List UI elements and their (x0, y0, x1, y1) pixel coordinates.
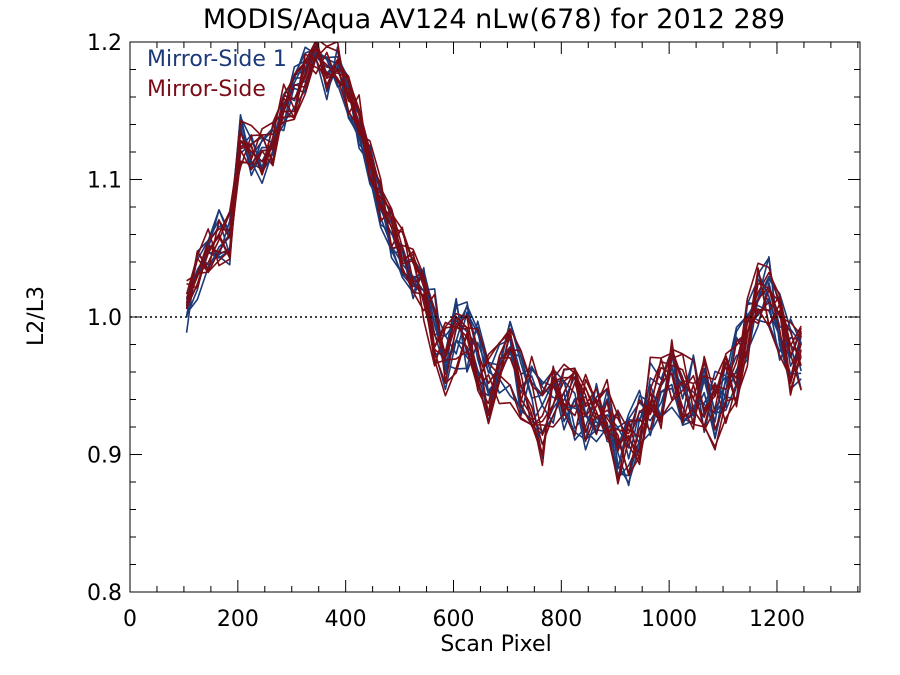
x-tick-label: 200 (217, 607, 259, 632)
series-line-2-6 (185, 53, 802, 474)
x-tick-label: 400 (325, 607, 367, 632)
y-tick-label: 1.1 (87, 169, 122, 194)
legend-entry-2: Mirror-Side (147, 77, 266, 102)
legend: Mirror-Side 1 Mirror-Side (147, 47, 287, 102)
y-tick-label: 1.0 (87, 306, 122, 331)
y-axis-label: L2/L3 (24, 286, 49, 346)
series-line-2-10 (185, 61, 802, 485)
series-line-1-5 (185, 46, 802, 484)
x-tick-label: 600 (432, 607, 474, 632)
y-tick-label: 0.9 (87, 444, 122, 469)
x-tick-label: 0 (123, 607, 137, 632)
x-tick-label: 1000 (641, 607, 697, 632)
axis-ticks (129, 41, 860, 593)
series-line-2-8 (185, 53, 802, 467)
x-axis-label: Scan Pixel (440, 632, 551, 657)
series-line-2-4 (186, 44, 802, 482)
series-lines (185, 42, 802, 487)
chart-title: MODIS/Aqua AV124 nLw(678) for 2012 289 (203, 4, 785, 35)
series-line-2-9 (185, 45, 802, 441)
axis-tick-labels: 0 200 400 600 800 1000 1200 0.8 0.9 1.0 1.1 1.2 (87, 31, 805, 632)
x-tick-label: 800 (540, 607, 582, 632)
legend-entry-1: Mirror-Side 1 (147, 47, 287, 72)
x-tick-label: 1200 (749, 607, 805, 632)
y-tick-label: 0.8 (87, 581, 122, 606)
y-tick-label: 1.2 (87, 31, 122, 56)
